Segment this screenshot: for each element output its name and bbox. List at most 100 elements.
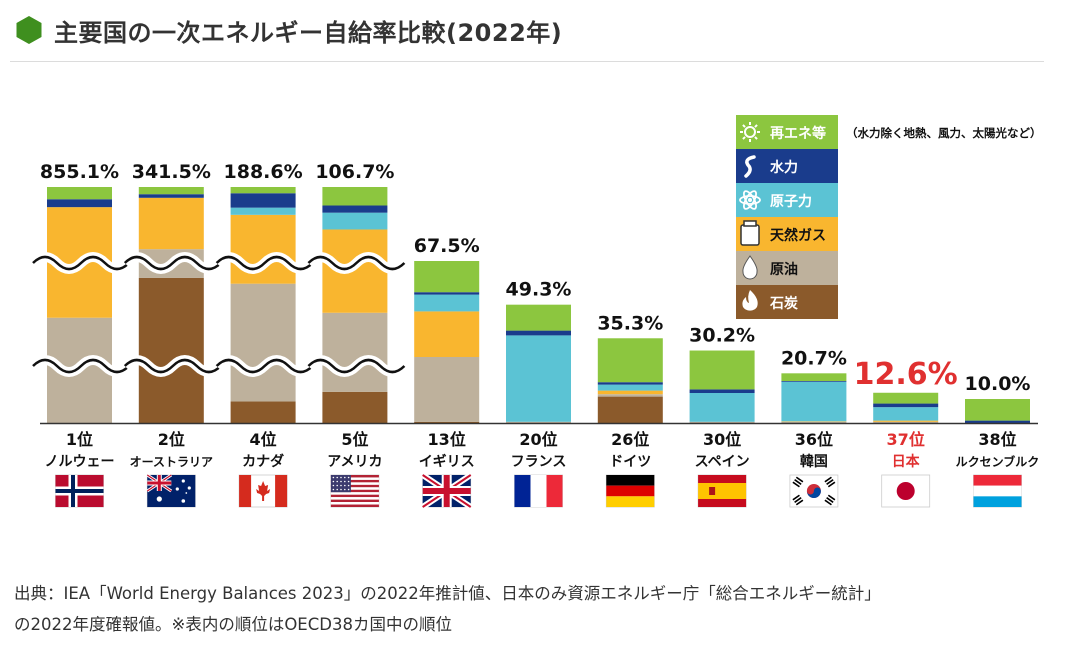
- country-label: 日本: [892, 453, 921, 470]
- bar-segment-oil: [597, 394, 663, 397]
- bar-segment-oil: [230, 283, 296, 402]
- rank-label: 20位: [519, 430, 557, 449]
- value-label: 12.6%: [854, 357, 958, 392]
- bar-segment-hydro: [781, 381, 847, 382]
- bar-segment-nuclear: [873, 407, 939, 421]
- source-line-1: 出典：IEA「World Energy Balances 2023」の2022年…: [14, 584, 881, 603]
- country-label: ルクセンブルク: [956, 454, 1040, 469]
- rank-label: 13位: [428, 430, 466, 449]
- bar-segment-coal: [414, 421, 480, 423]
- oil-drop-icon: [742, 255, 758, 280]
- country-label: フランス: [511, 454, 567, 470]
- legend-label: 原油: [770, 261, 798, 278]
- country-label: オーストラリア: [130, 455, 213, 469]
- norway-flag-icon: [55, 474, 104, 508]
- bar-segment-oil: [781, 421, 847, 423]
- legend-swatch: [736, 183, 838, 217]
- bar-segment-hydro: [230, 193, 296, 208]
- bar-segment-gas: [414, 311, 480, 357]
- bar-segment-hydro: [689, 389, 755, 393]
- axis-break-mark: [307, 255, 406, 271]
- sun-icon: [740, 122, 760, 142]
- canada-flag-icon: [238, 474, 288, 508]
- bar-segment-nuclear: [414, 294, 480, 312]
- bar-segment-coal: [597, 396, 663, 423]
- bar-segment-coal: [138, 277, 204, 423]
- bar-segment-renewables: [230, 187, 296, 194]
- korea-flag-icon: [789, 474, 839, 508]
- bar-segment-renewables: [873, 392, 939, 404]
- gas-tank-icon: [740, 220, 760, 246]
- chart-title: 主要国の一次エネルギー自給率比較(2022年): [54, 18, 563, 47]
- luxembourg-flag-icon: [973, 474, 1022, 508]
- rank-label: 30位: [703, 430, 741, 449]
- chart-header: 主要国の一次エネルギー自給率比較(2022年): [14, 12, 562, 48]
- bar-segment-oil: [322, 312, 388, 392]
- rank-label: 1位: [66, 430, 93, 449]
- legend-label: 水力: [770, 159, 798, 176]
- legend-label: 天然ガス: [770, 227, 826, 244]
- bar-segment-nuclear: [322, 212, 388, 230]
- legend-swatch: [736, 149, 838, 183]
- legend-item-nuclear: 原子力: [736, 183, 838, 217]
- country-label: 韓国: [800, 453, 828, 470]
- axis-break-mark: [123, 255, 222, 271]
- legend-item-renewables: 再エネ等 （水力除く地熱、風力、太陽光など）: [736, 115, 1042, 149]
- value-label: 20.7%: [781, 347, 847, 369]
- hexagon-icon: [16, 16, 42, 44]
- title-divider: [10, 61, 1044, 62]
- bar-segment-nuclear: [597, 384, 663, 391]
- legend-note: （水力除く地熱、風力、太陽光など）: [846, 126, 1042, 140]
- rank-label: 26位: [611, 430, 649, 449]
- australia-flag-icon: [146, 473, 196, 508]
- bar-segment-renewables: [781, 373, 847, 381]
- axis-break-mark: [32, 358, 130, 374]
- value-label: 855.1%: [40, 161, 119, 183]
- value-label: 67.5%: [414, 235, 480, 257]
- bar-segment-gas: [322, 229, 388, 313]
- france-flag-icon: [514, 474, 563, 508]
- rank-label: 36位: [795, 430, 833, 449]
- bar-segment-oil: [506, 421, 571, 423]
- bar-segment-nuclear: [781, 381, 847, 422]
- bar-segment-hydro: [873, 403, 939, 408]
- value-label: 341.5%: [132, 161, 211, 183]
- axis-break-mark: [215, 358, 314, 374]
- bar-segment-coal: [230, 401, 296, 423]
- bar-segment-renewables: [597, 338, 663, 383]
- flame-icon: [742, 290, 758, 311]
- country-label: アメリカ: [327, 454, 382, 470]
- spain-flag-icon: [697, 474, 747, 508]
- water-icon: [744, 155, 756, 178]
- uk-flag-icon: [421, 472, 473, 510]
- legend-item-hydro: 水力: [736, 149, 838, 183]
- country-label: イギリス: [419, 453, 475, 470]
- bar-segment-oil: [689, 421, 755, 423]
- bar-segment-renewables: [138, 187, 204, 195]
- bar-segment-renewables: [47, 187, 112, 200]
- bar-segment-renewables: [506, 304, 571, 331]
- bar-segment-oil: [414, 357, 480, 422]
- bar-segment-renewables: [965, 399, 1030, 421]
- bar-segment-renewables: [322, 187, 388, 206]
- bar-segment-gas: [597, 390, 663, 395]
- energy-self-sufficiency-chart: 855.1%1位ノルウェー341.5%2位オーストラリア188.6%4位カナダ1…: [29, 115, 1042, 510]
- bar-segment-gas: [230, 214, 296, 284]
- germany-flag-icon: [605, 474, 655, 508]
- atom-icon: [739, 190, 761, 210]
- japan-flag-icon: [881, 474, 931, 508]
- bar-segment-hydro: [47, 199, 112, 208]
- country-label: カナダ: [242, 453, 284, 470]
- legend-label: 再エネ等: [770, 125, 826, 142]
- legend-item-coal: 石炭: [736, 285, 838, 319]
- bar-segment-gas: [138, 197, 204, 250]
- country-label: ドイツ: [609, 454, 651, 470]
- bar-segment-hydro: [597, 382, 663, 385]
- legend-item-gas: 天然ガス: [736, 217, 838, 251]
- value-label: 106.7%: [315, 161, 394, 183]
